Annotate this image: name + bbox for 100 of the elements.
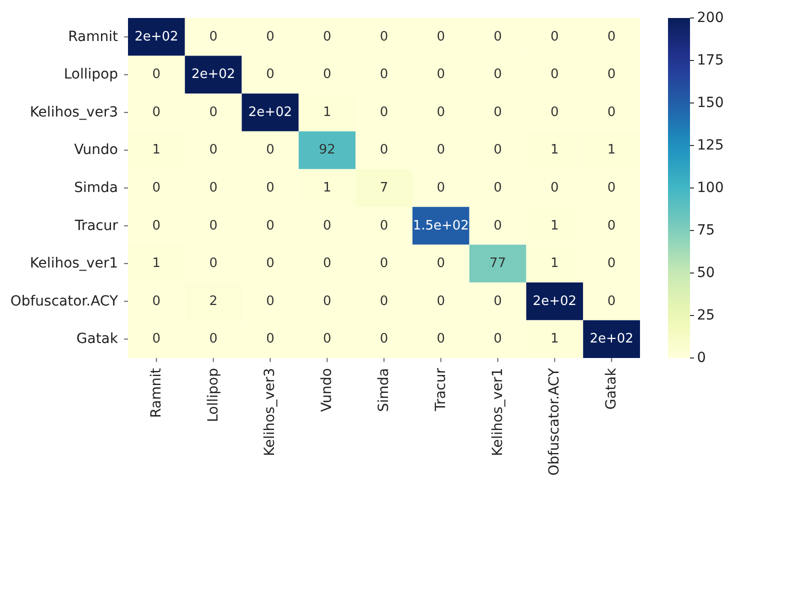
data-label: 0 [322, 29, 332, 44]
data-label: 2e+02 [134, 29, 178, 44]
data-label: 1 [550, 142, 559, 158]
data-label: 92 [318, 142, 336, 158]
data-label: 0 [550, 67, 559, 82]
data-label: 2e+02 [191, 67, 236, 82]
color-bar-label: 125 [697, 138, 724, 154]
color-bar-label: 75 [697, 222, 715, 238]
color-bar-label: 50 [697, 265, 715, 281]
color-bar-label: 0 [697, 350, 706, 366]
y-tick-label: Ramnit [68, 28, 119, 45]
color-bar-label: 150 [697, 95, 724, 111]
data-label: 0 [436, 142, 446, 158]
y-tick-label: Tracur [74, 218, 118, 234]
data-label: 0 [494, 218, 502, 234]
data-label: 0 [380, 29, 388, 44]
data-label: 0 [494, 142, 502, 158]
data-label: 0 [550, 104, 559, 120]
data-label: 0 [266, 256, 274, 272]
data-label: 0 [266, 29, 274, 44]
data-label: 0 [550, 180, 559, 196]
data-label: 0 [209, 180, 218, 196]
data-label: 0 [380, 256, 388, 272]
data-label: 0 [550, 29, 559, 44]
data-label: 7 [380, 180, 388, 196]
color-bar-label: 175 [697, 52, 724, 68]
x-tick-label: Vundo [319, 368, 336, 412]
data-label: 0 [209, 332, 218, 347]
data-label: 0 [266, 180, 274, 196]
data-label: 0 [266, 142, 274, 158]
data-label: 0 [436, 294, 446, 309]
data-label: 2e+02 [532, 294, 577, 309]
color-bar-label: 200 [697, 10, 724, 26]
data-label: 0 [266, 294, 274, 309]
data-label: 0 [436, 104, 446, 120]
data-label: 0 [436, 256, 446, 272]
data-label: 0 [152, 332, 161, 347]
data-label: 1 [152, 142, 161, 158]
data-label: 0 [380, 67, 388, 82]
y-tick-label: Vundo [74, 142, 118, 158]
y-tick-label: Lollipop [64, 66, 118, 83]
data-label: 0 [380, 332, 388, 347]
data-label: 0 [607, 29, 616, 44]
color-bar-label: 100 [697, 180, 724, 196]
data-label: 0 [266, 332, 274, 347]
data-label: 1 [550, 332, 559, 347]
data-label: 0 [494, 104, 502, 120]
data-label: 1 [550, 218, 559, 234]
x-tick-label: Tracur [432, 368, 449, 412]
data-label: 0 [380, 218, 388, 234]
data-label: 0 [380, 142, 388, 158]
data-label: 0 [607, 294, 616, 309]
data-label: 0 [436, 180, 446, 196]
data-label: 0 [494, 29, 502, 44]
data-label: 0 [209, 256, 218, 272]
data-label: 0 [607, 218, 616, 234]
y-tick-label: Gatak [76, 331, 119, 348]
data-label: 0 [607, 104, 616, 120]
data-label: 0 [209, 142, 218, 158]
data-label: 0 [322, 218, 332, 234]
data-label: 0 [436, 332, 446, 347]
data-label: 1.5e+02 [412, 218, 469, 234]
data-label: 0 [322, 67, 332, 82]
data-label: 0 [380, 104, 388, 120]
y-tick-label: Simda [74, 180, 118, 196]
y-tick-label: Obfuscator.ACY [10, 293, 118, 310]
data-label: 0 [266, 218, 274, 234]
data-label: 0 [494, 180, 502, 196]
data-label: 0 [436, 29, 446, 44]
y-tick-label: Kelihos_ver1 [30, 256, 118, 272]
data-label: 0 [322, 332, 332, 347]
data-label: 2e+02 [248, 104, 292, 120]
data-label: 0 [607, 256, 616, 272]
data-label: 1 [322, 104, 332, 120]
data-label: 0 [607, 180, 616, 196]
x-tick-label: Ramnit [148, 367, 164, 418]
data-label: 0 [607, 67, 616, 82]
data-label: 0 [152, 218, 161, 234]
x-tick-label: Kelihos_ver1 [490, 368, 506, 456]
data-label: 2 [209, 294, 218, 309]
x-tick-label: Gatak [604, 367, 620, 410]
data-label: 0 [152, 104, 161, 120]
x-tick-label: Simda [376, 368, 392, 412]
data-label: 77 [490, 256, 506, 272]
data-label: 0 [209, 104, 218, 120]
data-label: 0 [322, 294, 332, 309]
data-label: 0 [494, 294, 502, 309]
data-label: 1 [152, 256, 161, 272]
data-label: 0 [209, 29, 218, 44]
data-label: 1 [607, 142, 616, 158]
x-tick-label: Obfuscator.ACY [546, 368, 563, 476]
data-label: 1 [550, 256, 559, 272]
color-bar-label: 25 [697, 308, 715, 324]
data-label: 0 [436, 67, 446, 82]
data-label: 0 [152, 294, 161, 309]
data-label: 2e+02 [590, 332, 634, 347]
data-label: 0 [494, 67, 502, 82]
y-tick-label: Kelihos_ver3 [30, 104, 118, 120]
data-label: 0 [152, 180, 161, 196]
x-tick-label: Lollipop [205, 368, 222, 422]
